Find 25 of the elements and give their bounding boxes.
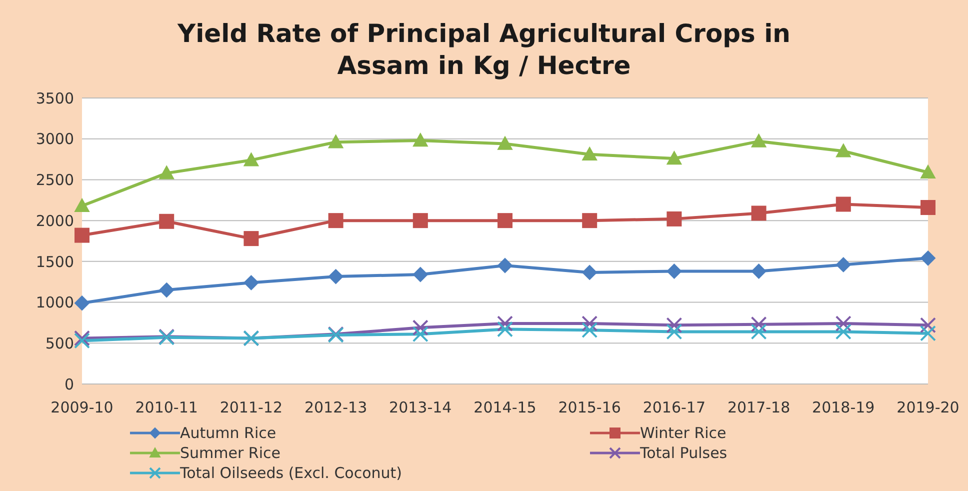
x-tick-label: 2018-19 [812,398,875,417]
legend-label: Total Oilseeds (Excl. Coconut) [180,464,402,482]
y-tick-label: 500 [45,334,74,352]
legend-label: Winter Rice [640,424,726,442]
y-tick-label: 3000 [36,130,74,148]
x-tick-label: 2011-12 [220,398,283,417]
x-tick-label: 2009-10 [50,398,114,417]
x-tick-label: 2013-14 [389,398,452,417]
y-tick-label: 0 [64,375,74,394]
x-tick-label: 2014-15 [474,398,536,417]
y-tick-label: 1000 [36,294,74,312]
legend-label: Total Pulses [640,444,728,462]
chart-title: Yield Rate of Principal Agricultural Crops in Assam in Kg / Hectre [176,18,792,82]
x-tick-label: 2017-18 [727,398,790,417]
x-tick-label: 2015-16 [558,398,621,417]
y-tick-label: 1500 [36,252,74,271]
x-tick-label: 2012-13 [304,398,368,417]
legend-label: Summer Rice [180,444,280,462]
x-tick-label: 2010-11 [135,398,198,417]
x-tick-label: 2016-17 [642,398,706,417]
y-tick-label: 3500 [36,89,74,108]
legend-label: Autumn Rice [180,424,276,442]
x-tick-label: 2019-20 [896,398,960,417]
y-tick-label: 2500 [36,171,74,190]
y-tick-label: 2000 [36,212,74,230]
